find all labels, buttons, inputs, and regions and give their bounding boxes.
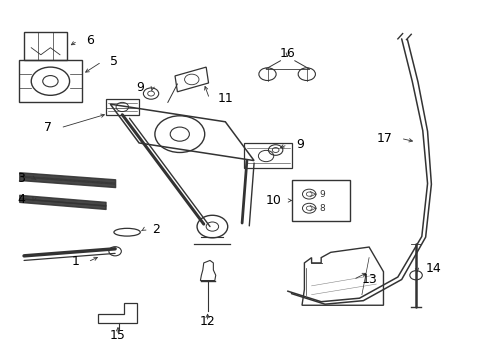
Text: 9: 9	[296, 138, 304, 151]
Text: 2: 2	[152, 223, 160, 236]
Text: 10: 10	[265, 194, 281, 207]
Text: 14: 14	[425, 262, 441, 275]
Text: 6: 6	[86, 35, 94, 48]
Text: 1: 1	[71, 255, 79, 268]
Text: 8: 8	[319, 204, 325, 213]
Text: 12: 12	[199, 315, 215, 328]
Text: 16: 16	[279, 47, 295, 60]
Text: 7: 7	[44, 121, 52, 134]
Text: 17: 17	[375, 132, 391, 145]
Text: 5: 5	[110, 55, 118, 68]
Text: 11: 11	[218, 93, 233, 105]
Text: 9: 9	[319, 190, 325, 199]
Text: 4: 4	[17, 193, 25, 206]
Bar	[292, 180, 349, 221]
Text: 9: 9	[136, 81, 143, 94]
Text: 3: 3	[17, 172, 25, 185]
Text: 15: 15	[110, 329, 126, 342]
Text: 13: 13	[361, 273, 377, 286]
